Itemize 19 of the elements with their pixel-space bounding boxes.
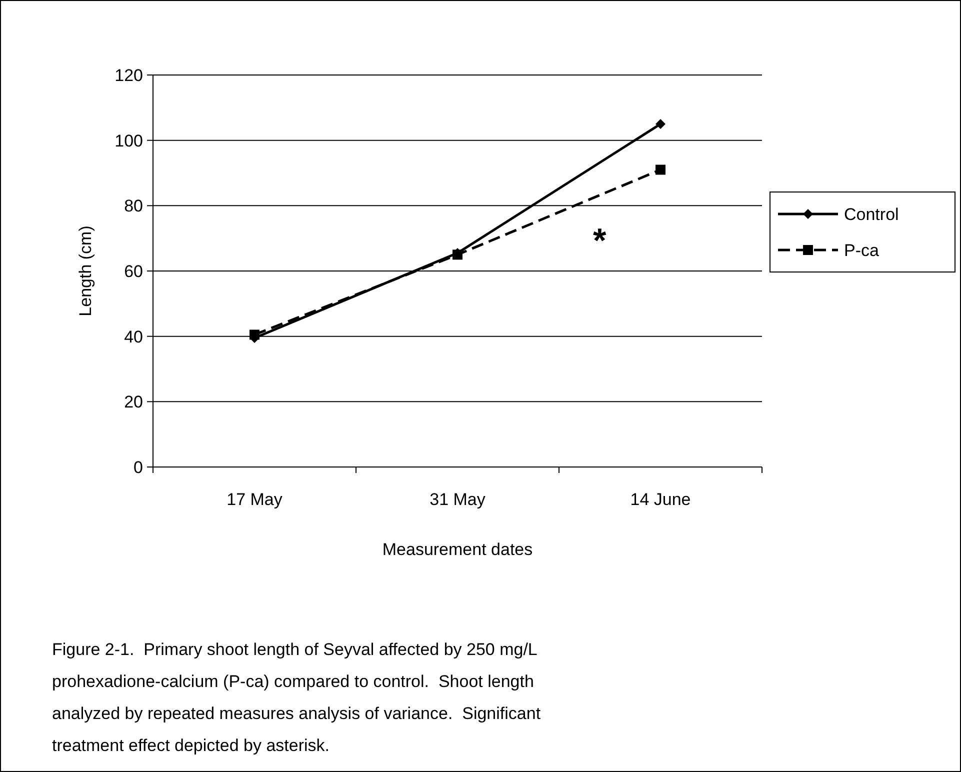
x-axis-title: Measurement dates	[382, 540, 533, 559]
y-tick-label: 20	[124, 392, 143, 412]
y-tick-label: 120	[114, 66, 143, 85]
annotation: *	[592, 222, 607, 260]
y-tick-label: 60	[124, 262, 143, 281]
legend-label: P-ca	[844, 240, 880, 260]
point	[250, 330, 260, 340]
point	[656, 119, 666, 129]
x-tick-label: 14 June	[630, 490, 691, 509]
point	[656, 164, 666, 175]
caption: Figure 2-1. Primary shoot length of Seyval affected by 250 mg/L prohexadione-calcium (P-ca) compared to control. Shoot length analyzed by repeated measures analysis of variance. Significant treatment effect depicted by asterisk.	[52, 640, 541, 755]
legend-label: Control	[844, 204, 899, 224]
x-tick-label: 17 May	[226, 490, 283, 509]
y-tick-label: 40	[124, 327, 143, 346]
y-tick-label: 100	[114, 131, 143, 150]
y-tick-label: 0	[134, 458, 143, 477]
x-tick-label: 31 May	[430, 490, 486, 509]
y-tick-label: 80	[124, 196, 143, 216]
y-axis-title: Length (cm)	[76, 226, 95, 316]
